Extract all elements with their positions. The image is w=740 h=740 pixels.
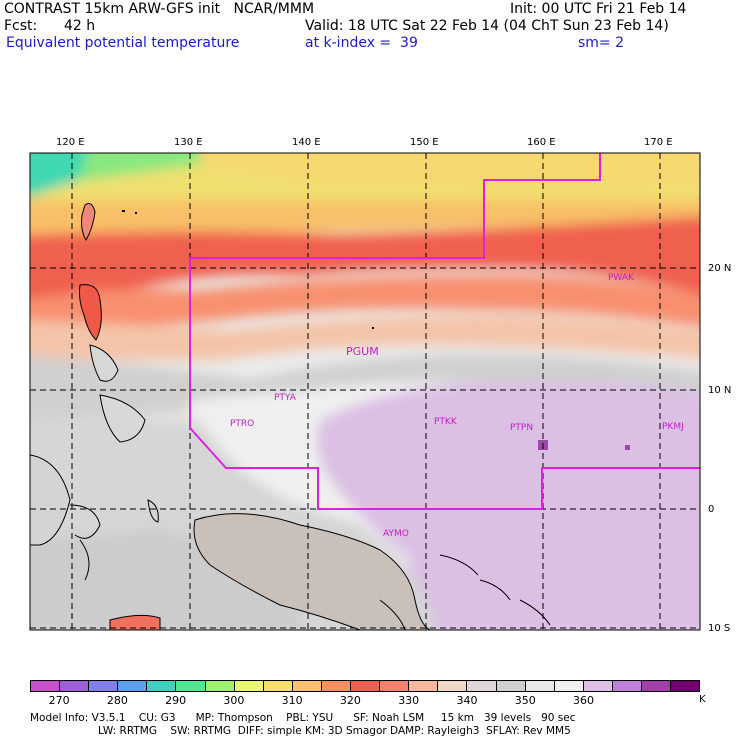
valid-time: Valid: 18 UTC Sat 22 Feb 14 (04 ChT Sun … [305, 18, 669, 34]
legend-swatch [147, 681, 177, 691]
coastlines [30, 203, 551, 630]
legend-swatch [351, 681, 381, 691]
lat-label-20n: 20 N [708, 263, 732, 274]
map-frame [29, 152, 701, 631]
legend-tick-label: 280 [106, 694, 128, 707]
legend-tick-label: 310 [281, 694, 303, 707]
station-aymo: AYMO [383, 529, 409, 539]
legend-swatch [438, 681, 468, 691]
lat-label-10n: 10 N [708, 385, 732, 396]
station-ptya: PTYA [274, 393, 296, 403]
legend-swatch [234, 681, 264, 691]
station-ptro: PTRO [230, 419, 255, 429]
smoothing-info: sm= 2 [578, 35, 625, 51]
station-pgum: PGUM [346, 345, 379, 358]
station-pwak: PWAK [608, 273, 634, 283]
legend-tick-label: 360 [572, 694, 594, 707]
legend-tick-label: 290 [165, 694, 187, 707]
color-legend [30, 680, 700, 692]
legend-swatch [321, 681, 352, 691]
lat-label-10s: 10 S [708, 623, 731, 634]
region-boundary [189, 153, 700, 510]
legend-swatch [31, 681, 61, 691]
legend-tick-label: 300 [223, 694, 245, 707]
legend-swatch [467, 681, 497, 691]
legend-tick-label: 350 [514, 694, 536, 707]
lon-label-120e: 120 E [56, 137, 85, 148]
legend-swatch [380, 681, 410, 691]
legend-swatch [205, 681, 235, 691]
legend-swatch [60, 681, 90, 691]
legend-swatch [409, 681, 439, 691]
legend-swatch [671, 681, 700, 691]
station-ptkk: PTKK [434, 417, 457, 427]
legend-swatch [292, 681, 322, 691]
legend-tick-label: 320 [339, 694, 361, 707]
legend-swatch [583, 681, 613, 691]
model-info-line1: Model Info: V3.5.1 CU: G3 MP: Thompson P… [30, 712, 576, 724]
lon-label-170e: 170 E [644, 137, 673, 148]
legend-swatch [612, 681, 642, 691]
level-info: at k-index = 39 [305, 35, 418, 51]
model-title: CONTRAST 15km ARW-GFS init NCAR/MMM [4, 1, 315, 17]
legend-swatch [118, 681, 148, 691]
init-time: Init: 00 UTC Fri 21 Feb 14 [510, 1, 687, 17]
legend-swatch [496, 681, 526, 691]
station-pkmj: PKMJ [662, 422, 684, 432]
legend-tick-label: 340 [456, 694, 478, 707]
legend-swatch [641, 681, 672, 691]
lon-label-160e: 160 E [527, 137, 556, 148]
lon-label-150e: 150 E [410, 137, 439, 148]
legend-tick-label: 330 [398, 694, 420, 707]
forecast-label: Fcst: [4, 18, 38, 34]
field-shading [30, 153, 700, 630]
lat-label-0: 0 [708, 504, 715, 515]
legend-swatch [89, 681, 119, 691]
lon-label-130e: 130 E [174, 137, 203, 148]
legend-unit: K [699, 694, 706, 705]
legend-swatch [176, 681, 206, 691]
legend-swatch [263, 681, 293, 691]
field-name: Equivalent potential temperature [6, 35, 240, 51]
legend-swatch [525, 681, 555, 691]
station-ptpn: PTPN [510, 423, 534, 433]
legend-tick-label: 270 [48, 694, 70, 707]
legend-swatch [554, 681, 584, 691]
model-info-line2: LW: RRTMG SW: RRTMG DIFF: simple KM: 3D … [98, 725, 571, 737]
lon-label-140e: 140 E [292, 137, 321, 148]
forecast-hour: 42 h [64, 18, 96, 34]
